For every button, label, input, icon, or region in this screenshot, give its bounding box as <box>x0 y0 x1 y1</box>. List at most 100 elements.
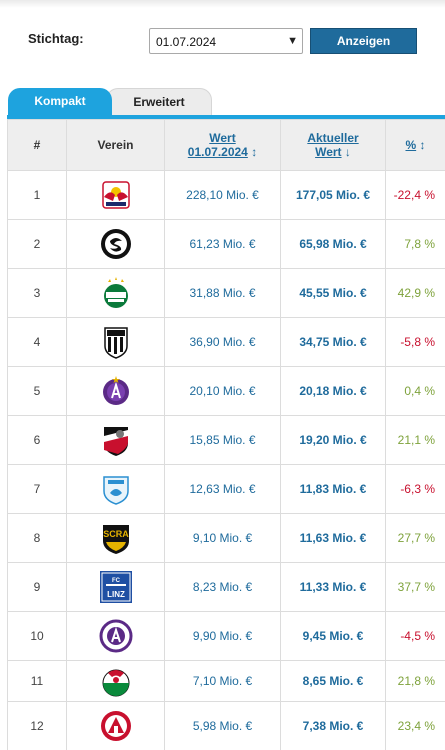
svg-text:LINZ: LINZ <box>107 590 125 599</box>
sort-both-icon[interactable]: ↕ <box>251 145 258 159</box>
wolfsberger-ac-logo[interactable] <box>98 422 134 458</box>
club-cell <box>66 170 165 220</box>
header-wert-line1[interactable]: Wert <box>209 131 236 145</box>
aktueller-wert-cell: 177,05 Mio. € <box>280 170 386 220</box>
club-cell <box>66 660 165 702</box>
rank-cell: 7 <box>7 464 67 514</box>
aktueller-wert-cell: 8,65 Mio. € <box>280 660 386 702</box>
header-aktuell[interactable]: Aktueller Wert ↓ <box>280 119 386 171</box>
market-value-table: # Verein Wert 01.07.2024 ↕ Aktueller Wer… <box>7 115 445 750</box>
change-percent-cell: 37,7 % <box>385 562 445 612</box>
scr-altach-logo[interactable]: SCRA <box>98 520 134 556</box>
wert-cell: 12,63 Mio. € <box>164 464 281 514</box>
club-cell <box>66 268 165 318</box>
wert-cell: 15,85 Mio. € <box>164 415 281 465</box>
rank-cell: 1 <box>7 170 67 220</box>
lask-logo[interactable] <box>98 324 134 360</box>
header-wert-line2[interactable]: 01.07.2024 <box>187 145 248 159</box>
club-cell <box>66 415 165 465</box>
rank-cell: 12 <box>7 701 67 750</box>
stichtag-label: Stichtag: <box>28 31 84 46</box>
change-percent-cell: -22,4 % <box>385 170 445 220</box>
wert-cell: 7,10 Mio. € <box>164 660 281 702</box>
header-club: Verein <box>66 119 165 171</box>
change-percent-cell: 0,4 % <box>385 366 445 416</box>
blau-weiss-linz-logo[interactable]: FC LINZ <box>98 569 134 605</box>
club-cell <box>66 701 165 750</box>
rank-cell: 9 <box>7 562 67 612</box>
austria-klagenfurt-logo[interactable] <box>98 618 134 654</box>
svg-text:FC: FC <box>112 578 121 584</box>
rank-cell: 2 <box>7 219 67 269</box>
show-button[interactable]: Anzeigen <box>310 28 417 54</box>
aktueller-wert-cell: 11,83 Mio. € <box>280 464 386 514</box>
club-cell <box>66 317 165 367</box>
table-row: 11 7,10 Mio. €8,65 Mio. €21,8 % <box>7 660 445 702</box>
header-wert[interactable]: Wert 01.07.2024 ↕ <box>164 119 281 171</box>
table-row: 12 5,98 Mio. €7,38 Mio. €23,4 % <box>7 701 445 750</box>
aktueller-wert-cell: 65,98 Mio. € <box>280 219 386 269</box>
header-aktuell-line2[interactable]: Wert <box>315 145 342 159</box>
rank-cell: 4 <box>7 317 67 367</box>
table-row: 1 228,10 Mio. €177,05 Mio. € -22,4 % <box>7 170 445 220</box>
change-percent-cell: 7,8 % <box>385 219 445 269</box>
rapid-wien-logo[interactable] <box>98 275 134 311</box>
club-cell <box>66 219 165 269</box>
rank-cell: 5 <box>7 366 67 416</box>
rank-cell: 3 <box>7 268 67 318</box>
sort-down-icon[interactable]: ↓ <box>344 145 351 159</box>
wert-cell: 5,98 Mio. € <box>164 701 281 750</box>
austria-wien-logo[interactable] <box>98 373 134 409</box>
wert-cell: 9,10 Mio. € <box>164 513 281 563</box>
date-select-value: 01.07.2024 <box>156 35 217 49</box>
rank-cell: 8 <box>7 513 67 563</box>
sort-both-icon[interactable]: ↕ <box>419 138 426 152</box>
aktueller-wert-cell: 11,63 Mio. € <box>280 513 386 563</box>
tab-kompakt[interactable]: Kompakt <box>8 88 112 115</box>
top-bar <box>0 0 445 8</box>
aktueller-wert-cell: 19,20 Mio. € <box>280 415 386 465</box>
wert-cell: 31,88 Mio. € <box>164 268 281 318</box>
wert-cell: 61,23 Mio. € <box>164 219 281 269</box>
wert-cell: 36,90 Mio. € <box>164 317 281 367</box>
wert-cell: 228,10 Mio. € <box>164 170 281 220</box>
table-row: 4 36,90 Mio. €34,75 Mio. € -5,8 % <box>7 317 445 367</box>
aktueller-wert-cell: 7,38 Mio. € <box>280 701 386 750</box>
change-percent-cell: -4,5 % <box>385 611 445 661</box>
club-cell: FC LINZ <box>66 562 165 612</box>
wert-cell: 8,23 Mio. € <box>164 562 281 612</box>
rank-cell: 10 <box>7 611 67 661</box>
change-percent-cell: 42,9 % <box>385 268 445 318</box>
change-percent-cell: -5,8 % <box>385 317 445 367</box>
tsv-hartberg-logo[interactable] <box>98 471 134 507</box>
club-cell: SCRA <box>66 513 165 563</box>
rank-cell: 6 <box>7 415 67 465</box>
grazer-ak-logo[interactable] <box>98 708 134 744</box>
sturm-graz-logo[interactable] <box>98 226 134 262</box>
header-pct[interactable]: % ↕ <box>385 119 445 171</box>
aktueller-wert-cell: 45,55 Mio. € <box>280 268 386 318</box>
table-row: 3 31,88 Mio. €45,55 Mio. €42,9 % <box>7 268 445 318</box>
aktueller-wert-cell: 34,75 Mio. € <box>280 317 386 367</box>
tab-erweitert[interactable]: Erweitert <box>106 88 212 115</box>
aktueller-wert-cell: 11,33 Mio. € <box>280 562 386 612</box>
header-pct-label[interactable]: % <box>405 138 417 152</box>
change-percent-cell: 23,4 % <box>385 701 445 750</box>
table-row: 10 9,90 Mio. €9,45 Mio. € -4,5 % <box>7 611 445 661</box>
red-bull-salzburg-logo[interactable] <box>98 177 134 213</box>
header-rank: # <box>7 119 67 171</box>
change-percent-cell: -6,3 % <box>385 464 445 514</box>
aktueller-wert-cell: 20,18 Mio. € <box>280 366 386 416</box>
table-row: 9 FC LINZ 8,23 Mio. €11,33 Mio. €37,7 % <box>7 562 445 612</box>
header-aktuell-line1[interactable]: Aktueller <box>307 131 359 145</box>
table-row: 8 SCRA 9,10 Mio. €11,63 Mio. €27,7 % <box>7 513 445 563</box>
table-row: 5 20,10 Mio. €20,18 Mio. €0,4 % <box>7 366 445 416</box>
club-cell <box>66 611 165 661</box>
aktueller-wert-cell: 9,45 Mio. € <box>280 611 386 661</box>
change-percent-cell: 21,8 % <box>385 660 445 702</box>
wsg-tirol-logo[interactable] <box>98 663 134 699</box>
date-select[interactable]: 01.07.2024 ▼ <box>149 28 303 54</box>
dropdown-arrow-icon: ▼ <box>287 35 298 47</box>
table-row: 2 61,23 Mio. €65,98 Mio. €7,8 % <box>7 219 445 269</box>
wert-cell: 20,10 Mio. € <box>164 366 281 416</box>
